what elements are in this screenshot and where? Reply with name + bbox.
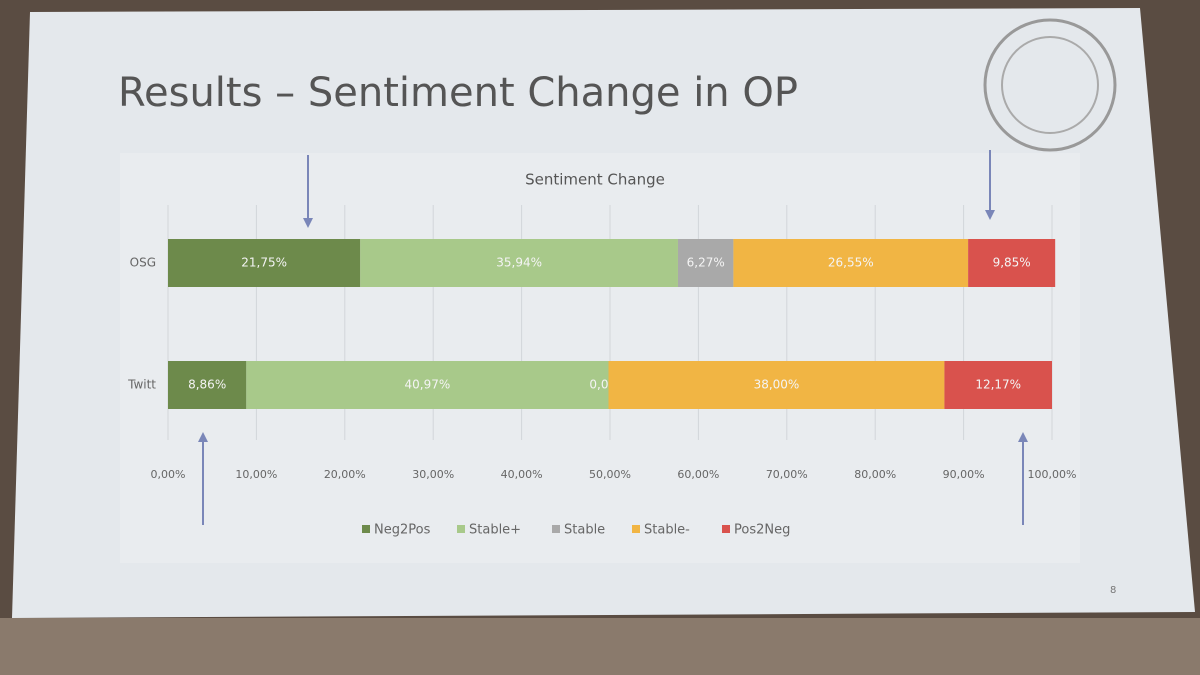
bar-segment — [677, 239, 734, 287]
x-tick-label: 30,00% — [412, 468, 454, 481]
legend-swatch — [457, 525, 465, 533]
x-tick-label: 70,00% — [766, 468, 808, 481]
legend-label: Stable — [564, 523, 605, 538]
bar-segment — [608, 361, 945, 409]
value-label: 35,94% — [496, 256, 542, 270]
legend-swatch — [632, 525, 640, 533]
bar-segment — [968, 239, 1056, 287]
chart-title: Sentiment Change — [525, 171, 665, 189]
x-tick-label: 40,00% — [501, 468, 543, 481]
value-label: 40,97% — [405, 378, 451, 392]
bar-segment — [168, 239, 361, 287]
bar-segment — [733, 239, 969, 287]
legend-swatch — [552, 525, 560, 533]
chart-area — [120, 153, 1080, 563]
x-tick-label: 50,00% — [589, 468, 631, 481]
value-label: 38,00% — [754, 378, 800, 392]
seal-logo — [983, 18, 1117, 152]
page-number: 8 — [1110, 585, 1116, 596]
x-tick-label: 80,00% — [854, 468, 896, 481]
x-tick-label: 20,00% — [324, 468, 366, 481]
x-tick-label: 90,00% — [943, 468, 985, 481]
x-tick-label: 10,00% — [235, 468, 277, 481]
bar-segment — [246, 361, 609, 409]
x-tick-label: 0,00% — [151, 468, 186, 481]
seal-logo-inner — [1001, 36, 1099, 134]
value-label: 8,86% — [188, 378, 226, 392]
x-tick-label: 60,00% — [677, 468, 719, 481]
arrows — [198, 150, 1028, 525]
y-tick-label: OSG — [130, 256, 156, 270]
bar-segment — [168, 361, 247, 409]
screen-bottom — [0, 618, 1200, 675]
y-tick-label: Twitt — [127, 378, 156, 392]
value-label: 6,27% — [687, 256, 725, 270]
slide-title: Results – Sentiment Change in OP — [118, 70, 798, 116]
legend-label: Stable+ — [469, 523, 521, 538]
legend-label: Neg2Pos — [374, 523, 431, 538]
bar-segment — [944, 361, 1052, 409]
value-label: 21,75% — [241, 256, 287, 270]
x-tick-label: 100,00% — [1028, 468, 1077, 481]
value-label: 9,85% — [993, 256, 1031, 270]
bar-segment — [360, 239, 678, 287]
legend-swatch — [362, 525, 370, 533]
value-label: 12,17% — [975, 378, 1021, 392]
legend-label: Pos2Neg — [734, 523, 790, 538]
legend-swatch — [722, 525, 730, 533]
value-label: 26,55% — [828, 256, 874, 270]
legend-label: Stable- — [644, 523, 690, 538]
